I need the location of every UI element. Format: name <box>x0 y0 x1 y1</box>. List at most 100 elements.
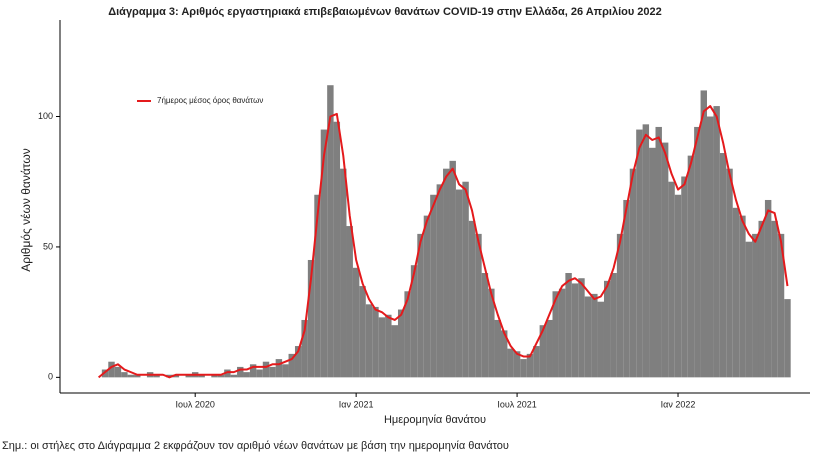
bar <box>340 168 347 378</box>
bar <box>243 372 250 378</box>
bar <box>558 288 566 378</box>
line <box>97 105 789 379</box>
bar <box>668 181 675 378</box>
x-tick-label: Ιουλ 2020 <box>175 399 214 409</box>
bar <box>417 233 424 378</box>
bar <box>629 168 637 378</box>
y-tick-label: 0 <box>48 372 53 382</box>
bar <box>603 280 611 378</box>
legend-label: 7ήμερος μέσος όρος θανάτων <box>157 96 263 105</box>
bar <box>642 124 650 378</box>
bar <box>320 129 328 378</box>
bar <box>777 233 785 378</box>
bar <box>365 304 373 378</box>
x-tick-label: Ιαν 2021 <box>339 399 374 409</box>
bar <box>237 366 244 378</box>
bar <box>224 369 231 378</box>
bar <box>468 220 476 378</box>
bar <box>462 181 469 378</box>
bar <box>661 142 669 378</box>
bar <box>578 278 585 378</box>
bar <box>764 199 772 378</box>
bar <box>700 90 707 378</box>
bar <box>359 286 366 378</box>
bar <box>571 283 579 378</box>
bar <box>256 369 263 378</box>
bar <box>294 346 302 378</box>
bar <box>758 220 765 378</box>
bar <box>623 199 630 378</box>
y-tick-label: 100 <box>38 111 53 121</box>
bar <box>288 353 295 378</box>
bar <box>404 291 411 378</box>
bar <box>449 160 456 378</box>
bar <box>771 220 778 378</box>
bar <box>610 273 617 378</box>
bar <box>475 233 482 378</box>
bar <box>121 372 128 378</box>
bar <box>513 351 521 378</box>
bar <box>101 369 109 378</box>
bar <box>443 168 450 378</box>
bar <box>520 359 527 378</box>
bar <box>262 361 270 378</box>
bar <box>172 374 180 378</box>
bar <box>455 189 463 378</box>
bar <box>127 374 135 378</box>
bar <box>597 301 604 378</box>
bar <box>346 226 353 378</box>
bar <box>745 241 753 378</box>
bar <box>636 129 643 378</box>
bar <box>211 374 218 378</box>
bar <box>533 346 540 378</box>
bar <box>726 168 733 378</box>
bar <box>526 353 534 378</box>
y-tick-label: 50 <box>43 241 53 251</box>
bar <box>674 194 682 378</box>
bar <box>616 233 624 378</box>
bar <box>552 291 559 378</box>
bar <box>397 309 405 378</box>
bar <box>114 366 122 378</box>
bar <box>681 176 688 378</box>
bar <box>372 306 379 378</box>
bar <box>430 194 437 378</box>
bar <box>732 207 740 378</box>
bar <box>314 194 321 378</box>
bar <box>230 374 238 378</box>
bar <box>488 288 495 378</box>
bar <box>153 374 160 378</box>
x-tick-label: Ιαν 2022 <box>661 399 696 409</box>
bar <box>198 374 205 378</box>
bar <box>752 233 759 378</box>
bar <box>301 319 308 378</box>
x-tick-label: Ιουλ 2021 <box>497 399 536 409</box>
bar <box>307 259 315 378</box>
bar <box>410 265 418 378</box>
bar <box>352 267 360 378</box>
bar <box>494 319 501 378</box>
note: Σημ.: οι στήλες στο Διάγραμμα 2 εκφράζου… <box>2 440 509 452</box>
bar <box>687 155 695 378</box>
bar <box>500 330 508 378</box>
bar <box>327 85 334 378</box>
bar <box>706 116 714 378</box>
bar <box>333 121 341 378</box>
bar <box>565 273 572 378</box>
bar <box>217 374 225 378</box>
bar <box>269 366 276 378</box>
bar <box>391 325 398 378</box>
y-axis-label: Αριθμός νέων θανάτων <box>19 148 33 271</box>
bar <box>713 106 720 378</box>
bar <box>649 147 656 378</box>
bar <box>108 361 115 378</box>
bar <box>546 319 553 378</box>
bar <box>249 364 257 378</box>
bar <box>784 299 791 378</box>
bar <box>539 325 547 378</box>
bar <box>694 126 701 378</box>
x-axis-label: Ημερομηνία θανάτου <box>384 414 486 426</box>
bar <box>166 374 173 378</box>
